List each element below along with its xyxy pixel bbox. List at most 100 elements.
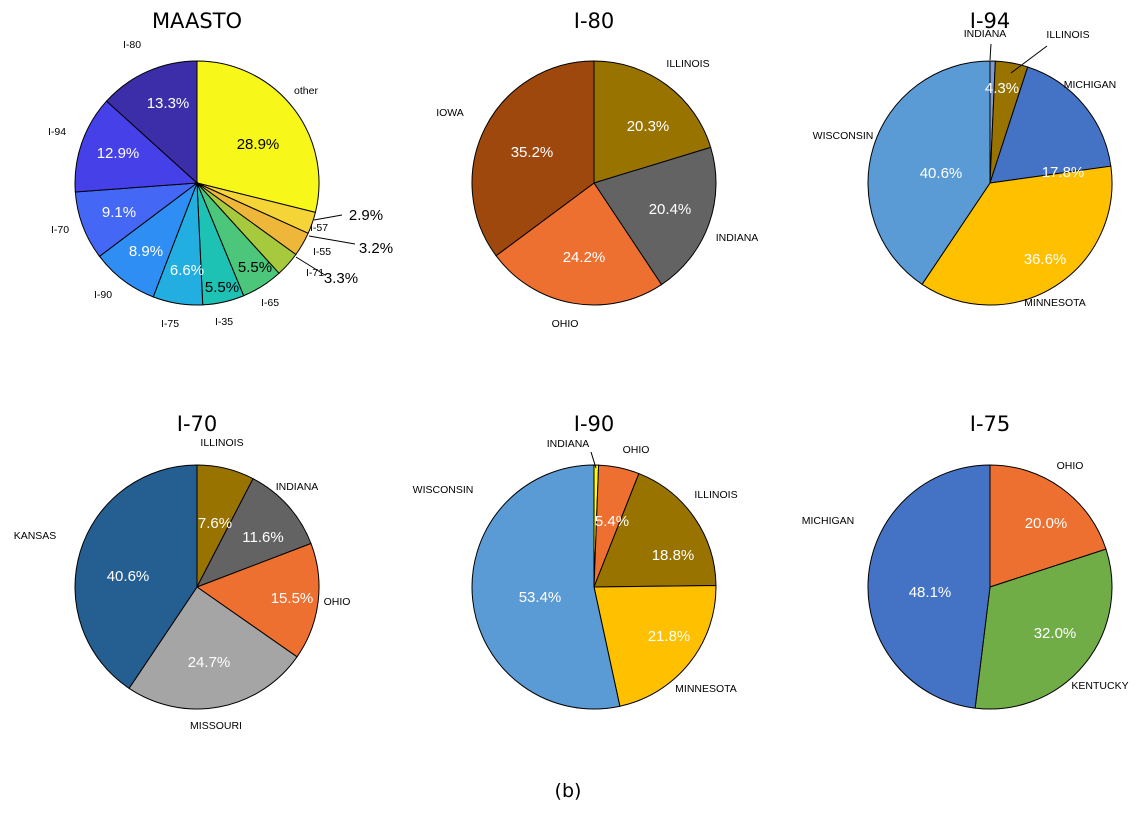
- pie-slice-indiana: [195, 477, 312, 588]
- slice-label: MINNESOTA: [1024, 297, 1086, 309]
- pie-slice-missouri: [128, 586, 298, 710]
- slice-percentage: 20.3%: [627, 118, 670, 135]
- slice-percentage: 20.0%: [1025, 515, 1068, 532]
- leader-line: [308, 235, 356, 245]
- slice-label: ILLINOIS: [666, 58, 709, 70]
- slice-percentage: 8.9%: [129, 243, 163, 260]
- pie-slice-wisconsin: [471, 464, 621, 710]
- leader-line: [313, 214, 343, 221]
- pie-slice-illinois: [593, 60, 712, 184]
- pie-chart-1: I-80 ILLINOIS 20.3% INDIANA 20.4% OHIO 24.2% IO…: [436, 9, 758, 330]
- slice-percentage: 11.6%: [242, 529, 283, 546]
- slice-label: ILLINOIS: [694, 489, 737, 501]
- slice-percentage: 21.8%: [648, 628, 691, 645]
- pie-chart-4: I-90 INDIANA OHIO 5.4% ILLINOIS 18.8% MINNESOT…: [413, 412, 738, 710]
- slice-percentage: 40.6%: [920, 165, 963, 182]
- slice-label: OHIO: [324, 596, 351, 608]
- slice-percentage: 9.1%: [102, 204, 136, 221]
- chart-title: I-80: [574, 9, 615, 33]
- slice-label: OHIO: [552, 318, 579, 330]
- slice-percentage: 2.9%: [349, 207, 383, 224]
- slice-label: I-80: [123, 39, 141, 51]
- slice-label: I-94: [48, 126, 66, 138]
- slice-label: ILLINOIS: [200, 437, 243, 449]
- pie-slice-ohio: [495, 182, 663, 306]
- slice-percentage: 5.5%: [238, 259, 272, 276]
- slice-percentage: 5.5%: [205, 279, 239, 296]
- slice-percentage: 24.7%: [188, 654, 231, 671]
- slice-percentage: 3.2%: [359, 240, 393, 257]
- slice-percentage: 18.8%: [652, 547, 695, 564]
- chart-title: I-70: [177, 412, 218, 436]
- slice-label: I-55: [313, 246, 331, 258]
- slice-label: ILLINOIS: [1046, 29, 1089, 41]
- slice-label: I-57: [310, 222, 328, 234]
- slice-percentage: 53.4%: [519, 589, 562, 606]
- slice-percentage: 3.3%: [324, 270, 358, 287]
- slice-percentage: 32.0%: [1034, 625, 1077, 642]
- slice-percentage: 48.1%: [909, 584, 952, 601]
- figure-caption: (b): [555, 780, 582, 802]
- slice-label: I-71: [306, 267, 324, 279]
- pie-slice-kentucky: [974, 548, 1113, 710]
- pie-slice-minnesota: [593, 584, 717, 707]
- pie-slice-ohio: [989, 464, 1107, 588]
- slice-percentage: 5.4%: [595, 513, 629, 530]
- pie-slice-iowa: [471, 60, 595, 257]
- slice-label: KENTUCKY: [1071, 680, 1128, 692]
- slice-label: INDIANA: [716, 232, 759, 244]
- slice-label: MISSOURI: [190, 720, 242, 732]
- slice-percentage: 40.6%: [107, 568, 150, 585]
- pie-slice-other: [196, 60, 320, 213]
- slice-label: IOWA: [436, 107, 464, 119]
- pie-slice-i-94: [74, 100, 199, 193]
- slice-label: I-70: [51, 224, 69, 236]
- slice-percentage: 13.3%: [147, 95, 190, 112]
- slice-percentage: 28.9%: [237, 136, 280, 153]
- slice-label: WISCONSIN: [413, 484, 474, 496]
- slice-label: I-35: [215, 316, 233, 328]
- pie-slice-indiana: [593, 146, 717, 286]
- slice-label: INDIANA: [964, 28, 1007, 40]
- leader-line: [295, 256, 326, 276]
- slice-label: OHIO: [623, 444, 650, 456]
- chart-title: I-75: [970, 412, 1011, 436]
- slice-label: INDIANA: [276, 481, 319, 493]
- pie-slice-illinois: [593, 472, 717, 588]
- slice-label: OHIO: [1057, 460, 1084, 472]
- slice-label: I-75: [161, 318, 179, 330]
- slice-percentage: 4.3%: [985, 80, 1019, 97]
- pie-slice-wisconsin: [867, 60, 991, 286]
- pie-slice-kansas: [74, 464, 198, 690]
- slice-percentage: 35.2%: [511, 144, 554, 161]
- slice-percentage: 6.6%: [170, 262, 204, 279]
- slice-percentage: 15.5%: [271, 590, 314, 607]
- pie-slice-minnesota: [921, 165, 1113, 306]
- chart-title: MAASTO: [152, 9, 242, 33]
- pie-slice-michigan: [867, 464, 991, 709]
- slice-label: other: [294, 85, 318, 97]
- leader-line: [989, 43, 992, 61]
- slice-label: MINNESOTA: [675, 683, 737, 695]
- leader-line: [590, 451, 597, 469]
- pie-slice-ohio: [195, 542, 320, 658]
- slice-label: INDIANA: [547, 438, 590, 450]
- slice-percentage: 20.4%: [649, 201, 692, 218]
- slice-label: I-65: [261, 297, 279, 309]
- slice-label: MICHIGAN: [802, 515, 855, 527]
- slice-label: KANSAS: [14, 530, 57, 542]
- pie-chart-5: I-75 OHIO 20.0% KENTUCKY 32.0% MICHIGAN 48.1%: [802, 412, 1129, 710]
- slice-label: I-90: [94, 289, 112, 301]
- chart-title: I-94: [970, 9, 1011, 33]
- pie-slice-i-80: [105, 60, 198, 185]
- slice-label: WISCONSIN: [813, 130, 874, 142]
- slice-percentage: 36.6%: [1024, 251, 1067, 268]
- slice-percentage: 24.2%: [563, 249, 606, 266]
- pie-slice-michigan: [989, 66, 1112, 184]
- pie-chart-0: MAASTO other 28.9% I-57 2.9% I-55 3.2% I-71 3.3%…: [48, 9, 393, 330]
- leader-line: [1010, 45, 1048, 74]
- slice-percentage: 17.8%: [1042, 164, 1085, 181]
